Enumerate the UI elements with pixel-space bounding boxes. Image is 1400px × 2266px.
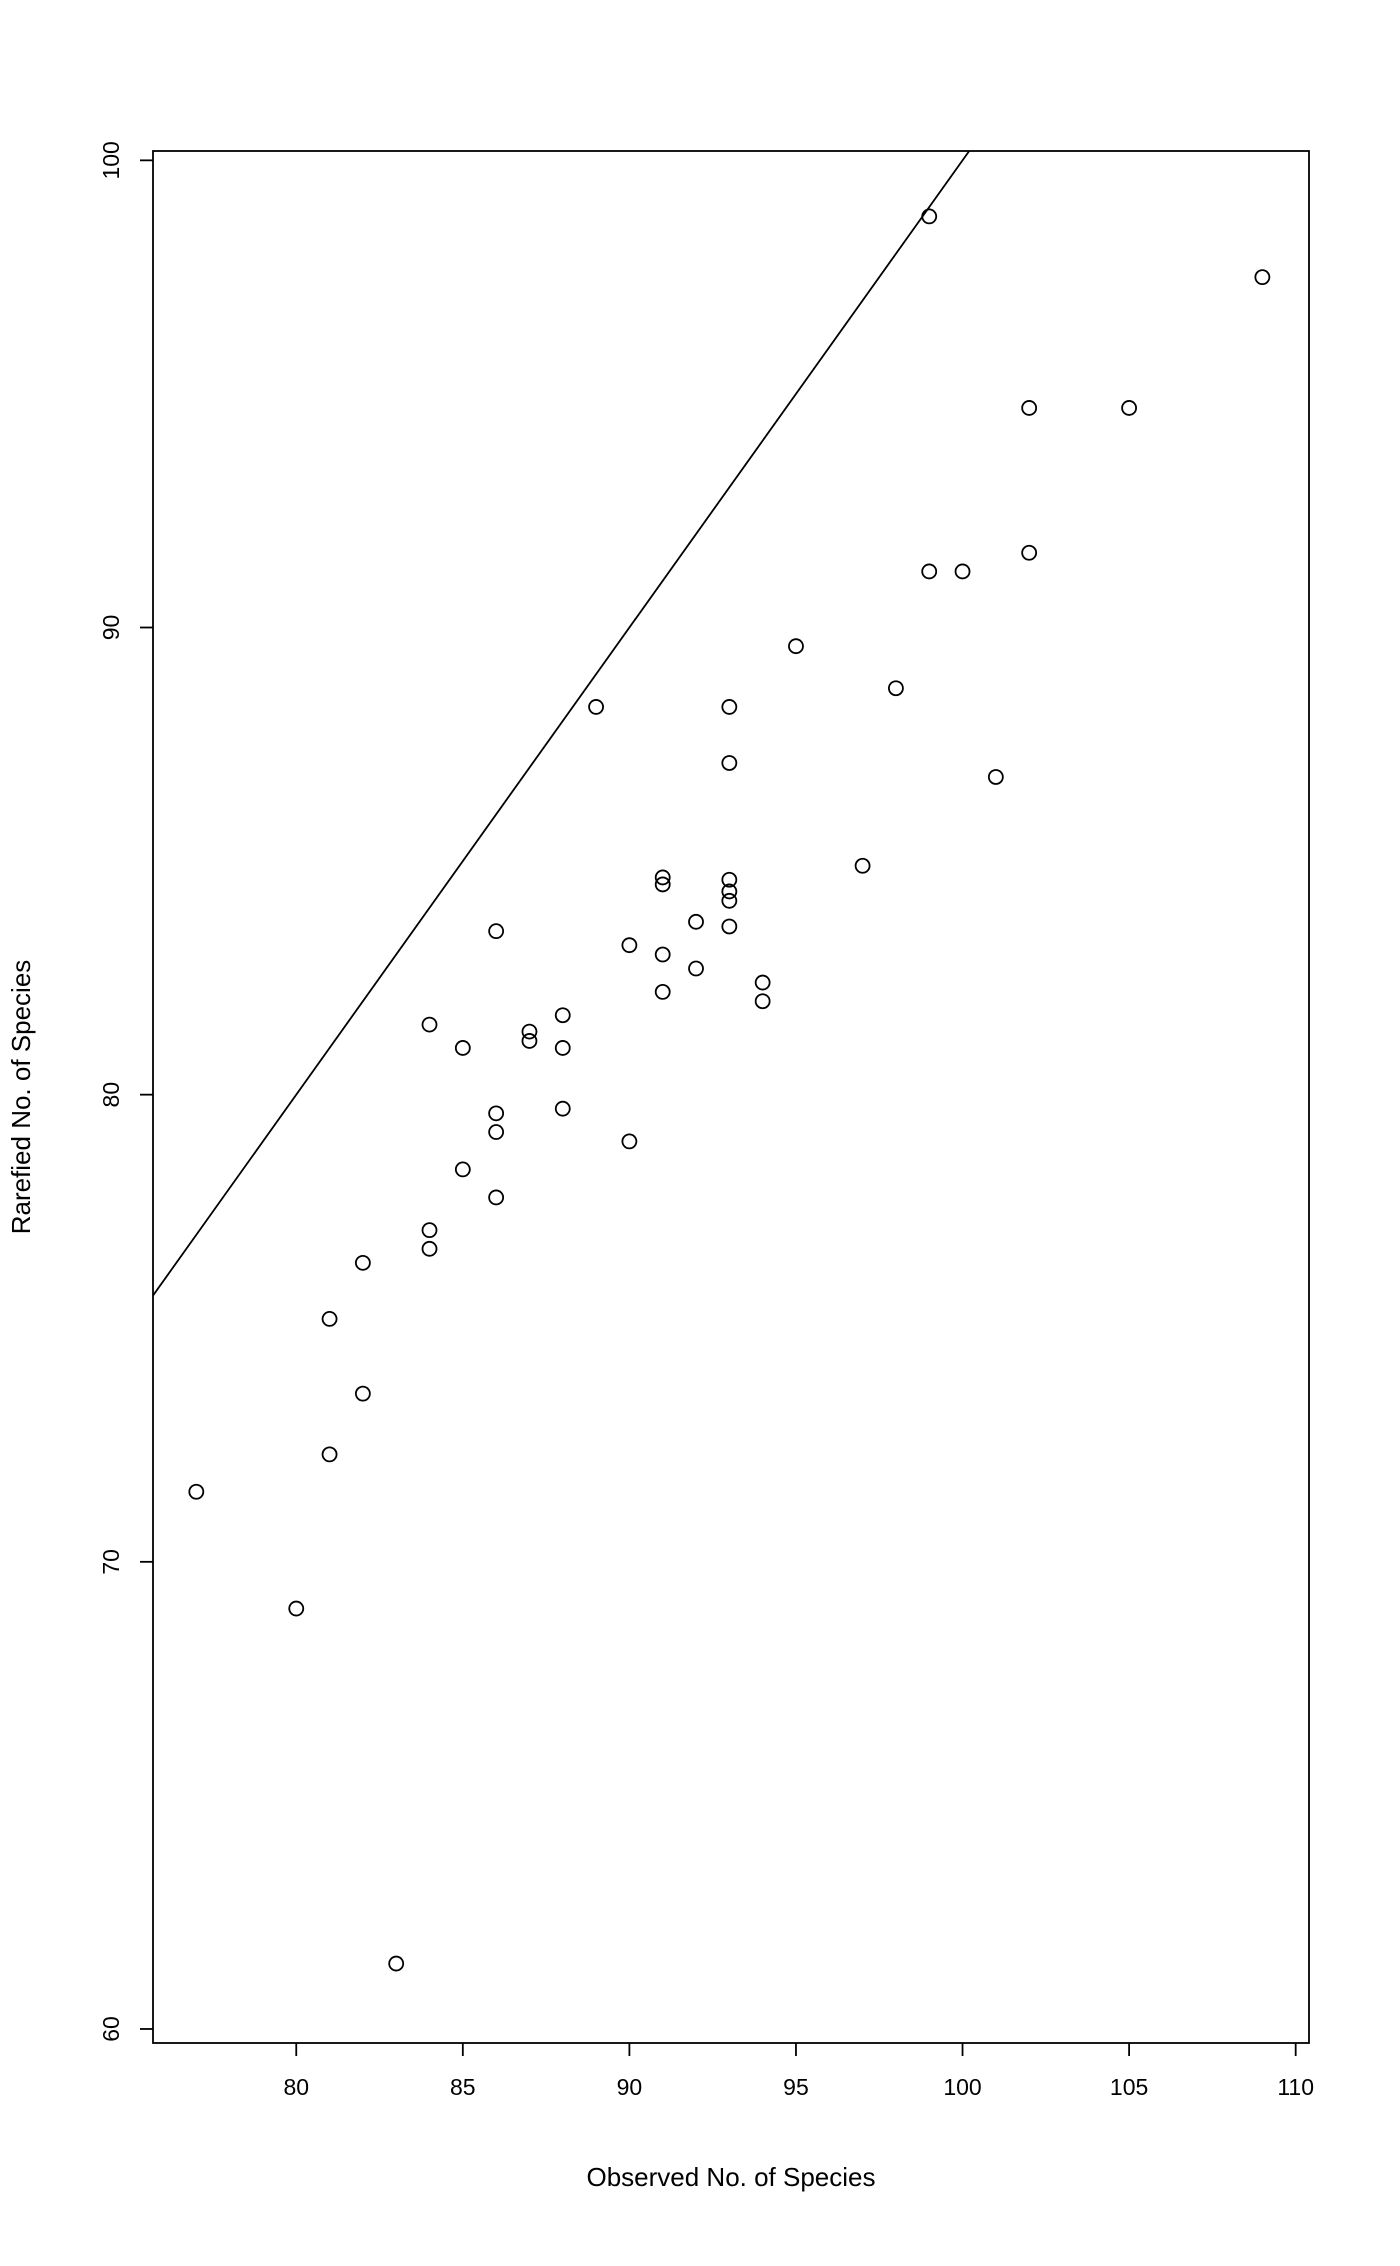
data-point: [654, 946, 671, 963]
y-tick-label: 90: [98, 615, 124, 641]
data-point: [488, 923, 505, 940]
identity-line: [152, 150, 970, 1297]
data-point: [421, 1240, 438, 1257]
data-point: [754, 974, 771, 991]
y-tick-label: 70: [98, 1549, 124, 1575]
data-point: [721, 699, 738, 715]
data-point: [654, 876, 671, 893]
data-point: [721, 755, 738, 771]
data-point: [1254, 269, 1271, 286]
data-point: [754, 993, 771, 1010]
data-point: [721, 892, 738, 909]
data-point: [721, 883, 738, 900]
data-point: [288, 1600, 305, 1617]
data-point: [654, 983, 671, 1000]
x-tick-label: 85: [450, 2074, 476, 2100]
data-point: [888, 680, 904, 697]
x-tick-label: 105: [1110, 2074, 1148, 2100]
x-axis-label: Observed No. of Species: [586, 2162, 875, 2192]
data-point: [421, 1222, 438, 1239]
x-tick-label: 110: [1277, 2074, 1314, 2100]
data-point: [354, 1254, 371, 1271]
data-point: [188, 1483, 205, 1500]
x-tick-label: 100: [943, 2074, 981, 2100]
y-axis-label: Rarefied No. of Species: [6, 960, 36, 1235]
x-tick-label: 80: [283, 2074, 309, 2100]
data-point: [688, 913, 704, 930]
data-point: [321, 1446, 338, 1463]
data-point: [454, 1040, 471, 1056]
data-point: [388, 1955, 405, 1972]
data-point: [1021, 544, 1038, 561]
data-point: [654, 869, 671, 886]
data-point: [621, 937, 638, 954]
y-tick-label: 80: [98, 1082, 124, 1108]
y-tick-label: 100: [98, 141, 124, 179]
data-point: [721, 871, 738, 888]
data-point: [421, 1016, 438, 1033]
data-point: [921, 563, 938, 580]
data-point: [588, 699, 604, 715]
data-point: [688, 960, 704, 977]
data-point: [521, 1033, 538, 1049]
data-point: [1121, 400, 1138, 416]
plot-border: [152, 150, 1310, 2044]
x-tick-label: 95: [783, 2074, 809, 2100]
data-point: [321, 1311, 338, 1327]
data-point: [1021, 400, 1038, 416]
data-point: [554, 1007, 571, 1024]
data-point: [954, 563, 971, 580]
plot-content: 80 85 90 95 100 105 110 60 70 80 90 100: [98, 141, 1314, 2100]
x-tick-label: 90: [617, 2074, 643, 2100]
data-point: [987, 769, 1004, 785]
y-tick-label: 60: [98, 2016, 124, 2042]
data-point: [488, 1124, 505, 1140]
data-point: [554, 1100, 571, 1117]
data-point: [854, 857, 871, 874]
data-point: [488, 1105, 505, 1122]
data-point: [488, 1189, 505, 1206]
data-point: [354, 1385, 371, 1402]
data-point: [621, 1133, 638, 1150]
data-point: [788, 638, 804, 655]
data-point: [454, 1161, 471, 1178]
data-point: [521, 1023, 538, 1040]
data-point: [921, 208, 938, 225]
data-point: [721, 918, 738, 935]
data-point: [554, 1040, 571, 1056]
